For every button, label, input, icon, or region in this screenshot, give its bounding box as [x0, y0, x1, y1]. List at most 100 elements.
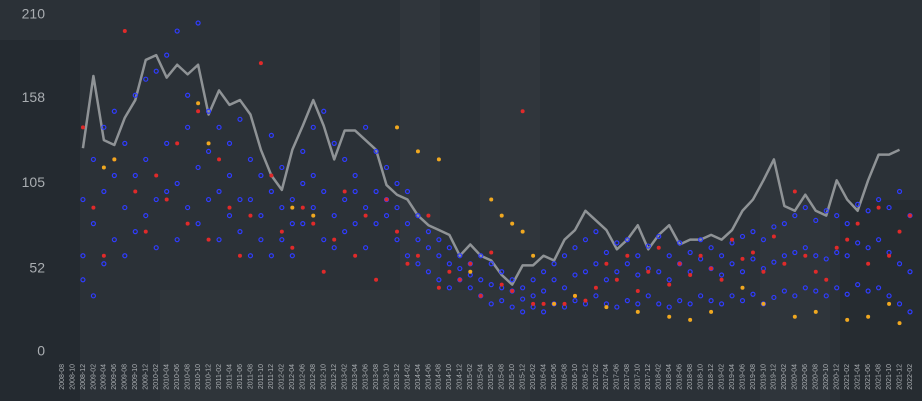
point: [855, 240, 861, 246]
point: [624, 261, 630, 267]
point: [687, 301, 693, 307]
point: [688, 272, 693, 277]
point: [855, 221, 860, 226]
x-tick-label: 2015-06: [488, 364, 495, 390]
x-tick-label: 2010-04: [164, 364, 171, 390]
point: [907, 309, 913, 315]
point: [802, 204, 808, 211]
point: [698, 253, 703, 258]
point: [897, 321, 902, 326]
point: [363, 245, 369, 251]
point: [593, 261, 599, 267]
x-tick-label: 2009-12: [143, 364, 150, 390]
point: [468, 261, 473, 266]
point: [164, 197, 169, 202]
point: [91, 205, 96, 210]
point: [739, 269, 746, 275]
point: [174, 28, 180, 34]
point: [289, 253, 295, 259]
point: [875, 237, 882, 243]
point: [164, 188, 170, 195]
point: [279, 164, 285, 171]
point: [446, 285, 452, 291]
point: [425, 245, 432, 251]
x-tick-label: 2016-06: [551, 364, 558, 390]
point: [834, 212, 840, 219]
point: [520, 309, 526, 315]
point: [865, 208, 871, 214]
x-tick-label: 2016-08: [561, 364, 568, 390]
point: [331, 140, 337, 146]
point: [279, 237, 285, 243]
x-tick-label: 2013-04: [352, 364, 359, 390]
point: [531, 301, 536, 306]
x-tick-label: 2012-08: [310, 364, 317, 390]
point: [321, 108, 327, 114]
bg-container: [160, 290, 530, 401]
point: [875, 196, 882, 203]
point: [646, 269, 651, 274]
x-tick-label: 2019-04: [729, 364, 736, 390]
point: [164, 52, 170, 58]
point: [645, 293, 651, 299]
point: [405, 261, 410, 266]
point: [153, 245, 159, 251]
point: [436, 277, 442, 283]
point: [866, 261, 871, 266]
point: [750, 250, 755, 255]
point: [656, 233, 662, 240]
point: [217, 157, 222, 162]
point: [111, 108, 117, 114]
x-tick-label: 2013-12: [394, 364, 401, 390]
point: [625, 253, 630, 258]
x-tick-label: 2017-08: [624, 364, 631, 390]
point: [195, 164, 201, 171]
point: [635, 289, 640, 294]
point: [865, 288, 871, 294]
point: [111, 172, 117, 179]
point: [310, 204, 316, 211]
point: [122, 253, 128, 259]
point: [761, 269, 766, 274]
x-tick-label: 2013-06: [362, 364, 369, 390]
point: [489, 250, 494, 255]
point: [321, 237, 327, 243]
point: [90, 293, 97, 299]
point: [540, 288, 547, 294]
point: [174, 180, 180, 187]
point: [383, 212, 390, 219]
point: [342, 156, 348, 163]
point: [781, 253, 787, 259]
x-tick-label: 2008-08: [59, 364, 66, 390]
point: [886, 204, 892, 211]
point: [90, 221, 97, 227]
point: [688, 317, 693, 322]
point: [206, 237, 211, 242]
point: [824, 277, 829, 282]
point: [865, 245, 871, 251]
point: [363, 213, 368, 218]
point: [101, 165, 106, 170]
point: [143, 156, 149, 163]
point: [823, 208, 829, 214]
point: [478, 293, 483, 298]
point: [415, 237, 421, 243]
x-tick-label: 2016-02: [530, 364, 537, 390]
point: [530, 277, 536, 283]
point: [645, 243, 651, 249]
point: [394, 180, 400, 187]
x-tick-label: 2020-02: [781, 364, 788, 390]
point: [478, 253, 484, 259]
x-tick-label: 2018-06: [677, 364, 684, 390]
point: [133, 189, 138, 194]
point: [404, 253, 411, 259]
bg-crane: [480, 0, 540, 250]
point: [886, 293, 892, 299]
point: [331, 245, 337, 251]
point: [855, 201, 861, 207]
bg-building: [840, 200, 922, 401]
point: [897, 229, 902, 234]
x-tick-label: 2017-02: [593, 364, 600, 390]
point: [708, 245, 714, 251]
point: [614, 240, 620, 246]
